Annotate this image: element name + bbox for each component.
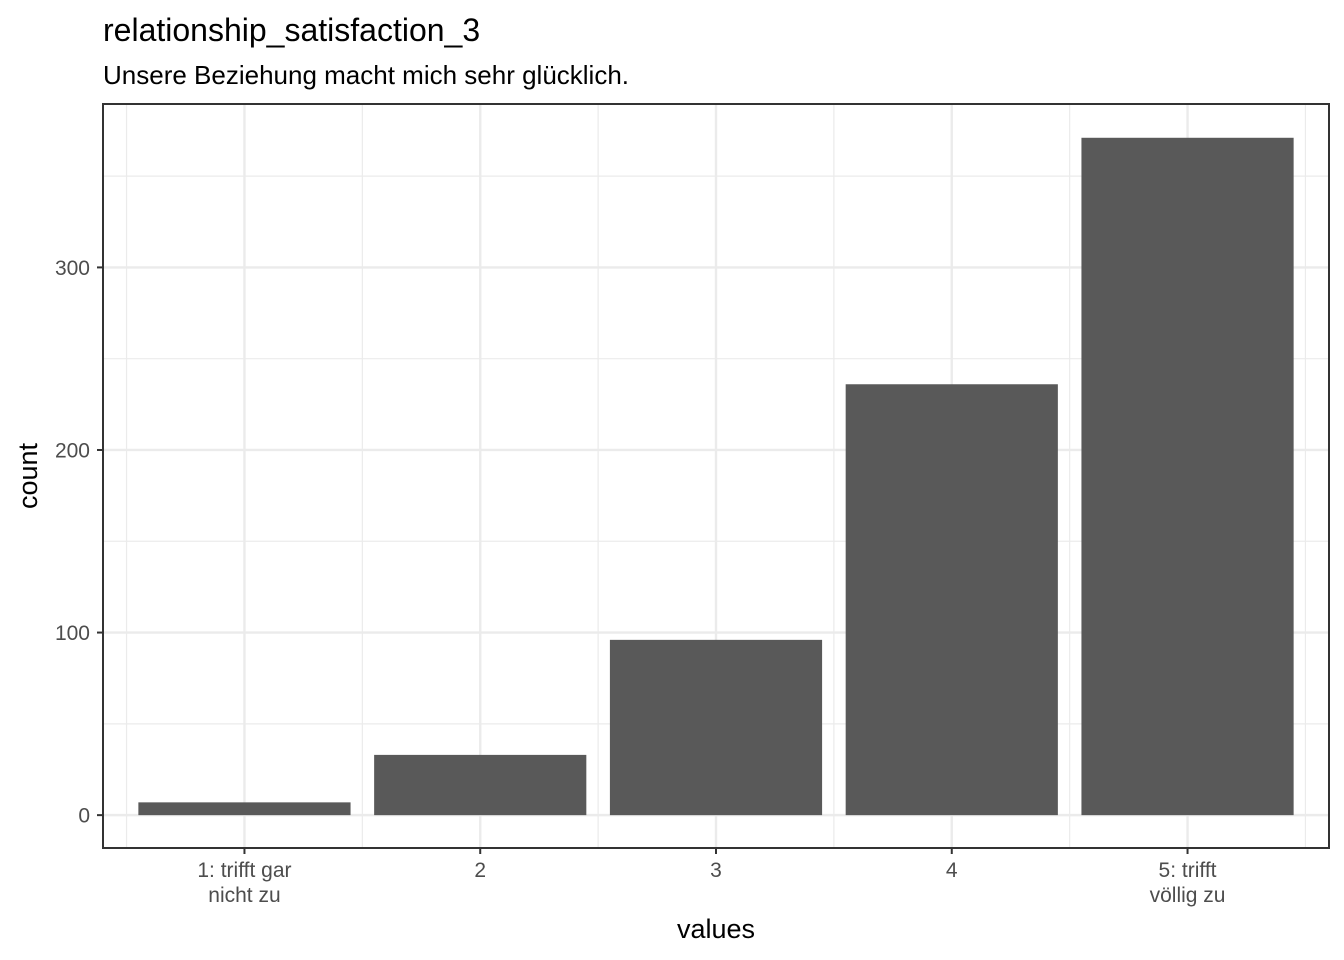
x-tick-label: 2 — [474, 859, 486, 882]
bar — [845, 384, 1058, 816]
bar — [609, 639, 823, 816]
x-tick-label: 4 — [946, 859, 958, 882]
bar — [1081, 137, 1294, 816]
y-tick-label: 300 — [55, 257, 90, 280]
bar — [138, 802, 351, 816]
y-tick-label: 0 — [78, 805, 90, 828]
chart-title: relationship_satisfaction_3 — [103, 12, 480, 48]
x-axis-title: values — [677, 914, 755, 944]
axes: 0 100 200 300 1: trifft gar nicht zu 2 3 4 5: tri… — [55, 257, 1226, 907]
bar — [374, 754, 587, 816]
x-tick-label: 3 — [710, 859, 722, 882]
y-tick-label: 100 — [55, 622, 90, 645]
x-tick-label: 5: trifft völlig zu — [1150, 859, 1226, 907]
bars — [138, 137, 1294, 816]
y-tick-label: 200 — [55, 439, 90, 462]
chart-subtitle: Unsere Beziehung macht mich sehr glückli… — [103, 60, 629, 90]
x-tick-label: 1: trifft gar nicht zu — [197, 859, 291, 907]
y-axis-title: count — [13, 442, 43, 509]
